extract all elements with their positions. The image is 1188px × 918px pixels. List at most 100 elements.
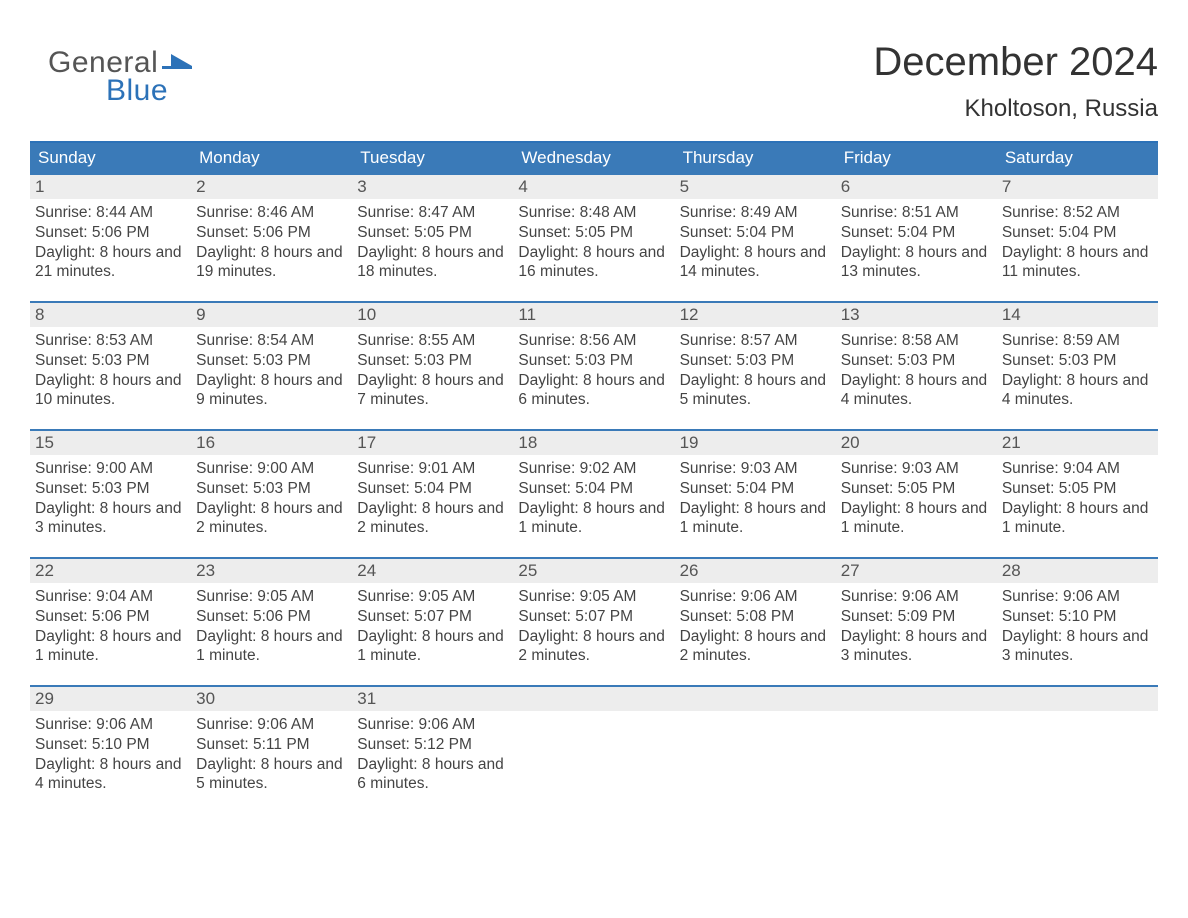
daylight-text: Daylight: 8 hours and 1 minute.	[841, 499, 992, 539]
day-number: 15	[30, 429, 191, 455]
day-number: 6	[836, 173, 997, 199]
sunset-text: Sunset: 5:05 PM	[357, 223, 508, 243]
day-content: Sunrise: 9:06 AMSunset: 5:08 PMDaylight:…	[675, 583, 836, 670]
sunrise-text: Sunrise: 9:05 AM	[357, 587, 508, 607]
calendar-row: 15Sunrise: 9:00 AMSunset: 5:03 PMDayligh…	[30, 429, 1158, 557]
daylight-text: Daylight: 8 hours and 2 minutes.	[518, 627, 669, 667]
sunset-text: Sunset: 5:10 PM	[1002, 607, 1153, 627]
day-content: Sunrise: 9:06 AMSunset: 5:10 PMDaylight:…	[997, 583, 1158, 670]
day-content: Sunrise: 8:47 AMSunset: 5:05 PMDaylight:…	[352, 199, 513, 286]
sunrise-text: Sunrise: 8:49 AM	[680, 203, 831, 223]
calendar-cell: 17Sunrise: 9:01 AMSunset: 5:04 PMDayligh…	[352, 429, 513, 557]
sunset-text: Sunset: 5:06 PM	[35, 607, 186, 627]
calendar-cell: 26Sunrise: 9:06 AMSunset: 5:08 PMDayligh…	[675, 557, 836, 685]
sunset-text: Sunset: 5:03 PM	[196, 351, 347, 371]
day-number: 13	[836, 301, 997, 327]
calendar-cell: 16Sunrise: 9:00 AMSunset: 5:03 PMDayligh…	[191, 429, 352, 557]
calendar-cell: 20Sunrise: 9:03 AMSunset: 5:05 PMDayligh…	[836, 429, 997, 557]
calendar-cell: 12Sunrise: 8:57 AMSunset: 5:03 PMDayligh…	[675, 301, 836, 429]
sunset-text: Sunset: 5:03 PM	[196, 479, 347, 499]
sunset-text: Sunset: 5:06 PM	[196, 223, 347, 243]
sunset-text: Sunset: 5:07 PM	[357, 607, 508, 627]
sunrise-text: Sunrise: 9:03 AM	[680, 459, 831, 479]
day-content: Sunrise: 9:06 AMSunset: 5:10 PMDaylight:…	[30, 711, 191, 798]
sunset-text: Sunset: 5:08 PM	[680, 607, 831, 627]
day-number: 26	[675, 557, 836, 583]
weekday-header: Wednesday	[513, 142, 674, 173]
day-content: Sunrise: 8:59 AMSunset: 5:03 PMDaylight:…	[997, 327, 1158, 414]
day-number: 3	[352, 173, 513, 199]
day-number: 22	[30, 557, 191, 583]
sunset-text: Sunset: 5:06 PM	[196, 607, 347, 627]
day-number: 7	[997, 173, 1158, 199]
calendar-cell: 5Sunrise: 8:49 AMSunset: 5:04 PMDaylight…	[675, 173, 836, 301]
day-number: 17	[352, 429, 513, 455]
empty-day-header	[997, 685, 1158, 711]
calendar-cell: 14Sunrise: 8:59 AMSunset: 5:03 PMDayligh…	[997, 301, 1158, 429]
daylight-text: Daylight: 8 hours and 10 minutes.	[35, 371, 186, 411]
sunrise-text: Sunrise: 9:05 AM	[518, 587, 669, 607]
daylight-text: Daylight: 8 hours and 3 minutes.	[841, 627, 992, 667]
calendar-cell: 4Sunrise: 8:48 AMSunset: 5:05 PMDaylight…	[513, 173, 674, 301]
daylight-text: Daylight: 8 hours and 13 minutes.	[841, 243, 992, 283]
calendar-cell: 8Sunrise: 8:53 AMSunset: 5:03 PMDaylight…	[30, 301, 191, 429]
calendar-cell: 13Sunrise: 8:58 AMSunset: 5:03 PMDayligh…	[836, 301, 997, 429]
sunset-text: Sunset: 5:04 PM	[357, 479, 508, 499]
sunrise-text: Sunrise: 9:06 AM	[841, 587, 992, 607]
day-content: Sunrise: 9:05 AMSunset: 5:06 PMDaylight:…	[191, 583, 352, 670]
day-number: 25	[513, 557, 674, 583]
page-title: December 2024	[873, 40, 1158, 85]
sunrise-text: Sunrise: 8:56 AM	[518, 331, 669, 351]
sunrise-text: Sunrise: 9:00 AM	[35, 459, 186, 479]
sunrise-text: Sunrise: 8:54 AM	[196, 331, 347, 351]
sunrise-text: Sunrise: 9:04 AM	[1002, 459, 1153, 479]
sunrise-text: Sunrise: 8:44 AM	[35, 203, 186, 223]
day-number: 10	[352, 301, 513, 327]
sunrise-text: Sunrise: 9:06 AM	[357, 715, 508, 735]
day-content: Sunrise: 9:04 AMSunset: 5:05 PMDaylight:…	[997, 455, 1158, 542]
day-number: 16	[191, 429, 352, 455]
calendar-cell: 11Sunrise: 8:56 AMSunset: 5:03 PMDayligh…	[513, 301, 674, 429]
header: General Blue December 2024 Kholtoson, Ru…	[30, 40, 1158, 123]
day-content: Sunrise: 9:05 AMSunset: 5:07 PMDaylight:…	[513, 583, 674, 670]
day-number: 2	[191, 173, 352, 199]
calendar-row: 8Sunrise: 8:53 AMSunset: 5:03 PMDaylight…	[30, 301, 1158, 429]
daylight-text: Daylight: 8 hours and 3 minutes.	[1002, 627, 1153, 667]
calendar-cell: 22Sunrise: 9:04 AMSunset: 5:06 PMDayligh…	[30, 557, 191, 685]
day-number: 5	[675, 173, 836, 199]
day-content: Sunrise: 9:00 AMSunset: 5:03 PMDaylight:…	[30, 455, 191, 542]
daylight-text: Daylight: 8 hours and 5 minutes.	[680, 371, 831, 411]
day-content: Sunrise: 8:48 AMSunset: 5:05 PMDaylight:…	[513, 199, 674, 286]
daylight-text: Daylight: 8 hours and 4 minutes.	[35, 755, 186, 795]
weekday-header: Monday	[191, 142, 352, 173]
daylight-text: Daylight: 8 hours and 1 minute.	[1002, 499, 1153, 539]
calendar-cell: 2Sunrise: 8:46 AMSunset: 5:06 PMDaylight…	[191, 173, 352, 301]
daylight-text: Daylight: 8 hours and 5 minutes.	[196, 755, 347, 795]
sunrise-text: Sunrise: 9:05 AM	[196, 587, 347, 607]
sunset-text: Sunset: 5:04 PM	[841, 223, 992, 243]
calendar-cell: 30Sunrise: 9:06 AMSunset: 5:11 PMDayligh…	[191, 685, 352, 813]
sunset-text: Sunset: 5:04 PM	[1002, 223, 1153, 243]
day-content: Sunrise: 9:00 AMSunset: 5:03 PMDaylight:…	[191, 455, 352, 542]
day-number: 21	[997, 429, 1158, 455]
daylight-text: Daylight: 8 hours and 4 minutes.	[841, 371, 992, 411]
sunrise-text: Sunrise: 9:06 AM	[1002, 587, 1153, 607]
day-content: Sunrise: 8:55 AMSunset: 5:03 PMDaylight:…	[352, 327, 513, 414]
calendar-row: 22Sunrise: 9:04 AMSunset: 5:06 PMDayligh…	[30, 557, 1158, 685]
daylight-text: Daylight: 8 hours and 1 minute.	[680, 499, 831, 539]
sunset-text: Sunset: 5:12 PM	[357, 735, 508, 755]
day-number: 28	[997, 557, 1158, 583]
day-content: Sunrise: 8:54 AMSunset: 5:03 PMDaylight:…	[191, 327, 352, 414]
calendar-cell: 24Sunrise: 9:05 AMSunset: 5:07 PMDayligh…	[352, 557, 513, 685]
day-content: Sunrise: 8:46 AMSunset: 5:06 PMDaylight:…	[191, 199, 352, 286]
day-content: Sunrise: 8:51 AMSunset: 5:04 PMDaylight:…	[836, 199, 997, 286]
calendar-cell: 18Sunrise: 9:02 AMSunset: 5:04 PMDayligh…	[513, 429, 674, 557]
day-content: Sunrise: 8:58 AMSunset: 5:03 PMDaylight:…	[836, 327, 997, 414]
sunrise-text: Sunrise: 8:53 AM	[35, 331, 186, 351]
sunrise-text: Sunrise: 8:58 AM	[841, 331, 992, 351]
day-number: 29	[30, 685, 191, 711]
sunrise-text: Sunrise: 8:57 AM	[680, 331, 831, 351]
calendar-cell: 27Sunrise: 9:06 AMSunset: 5:09 PMDayligh…	[836, 557, 997, 685]
day-content: Sunrise: 9:06 AMSunset: 5:11 PMDaylight:…	[191, 711, 352, 798]
sunrise-text: Sunrise: 8:47 AM	[357, 203, 508, 223]
